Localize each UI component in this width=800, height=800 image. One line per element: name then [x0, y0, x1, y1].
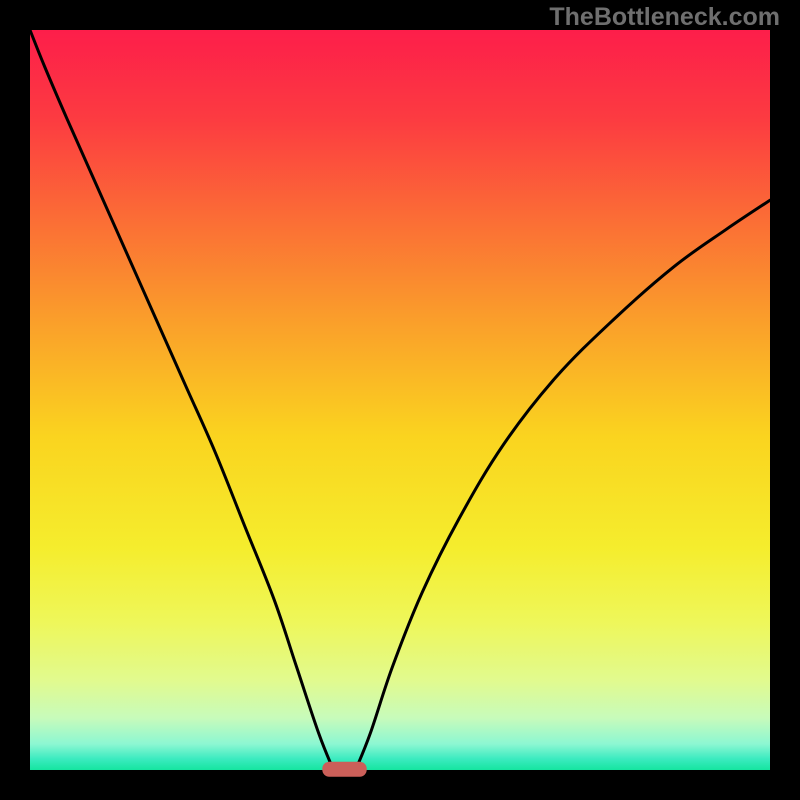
- optimum-marker: [322, 762, 366, 777]
- watermark-text: TheBottleneck.com: [549, 3, 780, 32]
- bottleneck-chart: [0, 0, 800, 800]
- chart-container: TheBottleneck.com: [0, 0, 800, 800]
- plot-background: [30, 30, 770, 770]
